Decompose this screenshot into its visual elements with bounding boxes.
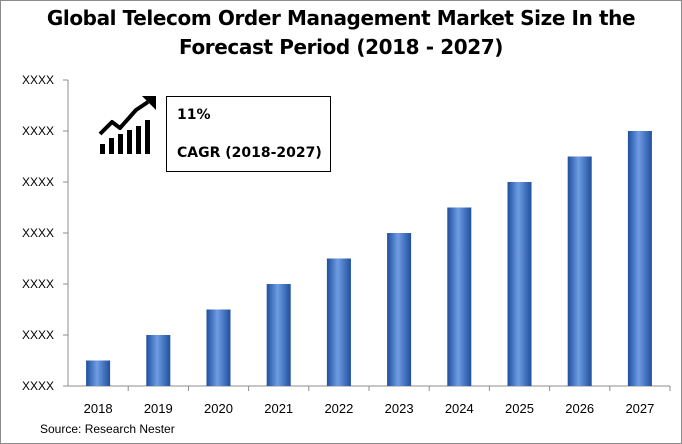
x-tick-label: 2027 — [625, 401, 654, 416]
cagr-label: CAGR (2018-2027) — [177, 145, 322, 161]
y-tick-label: XXXX — [22, 379, 54, 393]
x-tick-label: 2025 — [505, 401, 534, 416]
source-note: Source: Research Nester — [40, 422, 175, 436]
x-tick-label: 2021 — [264, 401, 293, 416]
bar-2020 — [206, 309, 231, 386]
x-tick-label: 2026 — [565, 401, 594, 416]
chart-title-line-1: Global Telecom Order Management Market S… — [46, 6, 636, 30]
growth-chart-icon — [98, 96, 156, 154]
x-tick-label: 2020 — [204, 401, 233, 416]
x-tick-label: 2023 — [385, 401, 414, 416]
cagr-callout: 11% CAGR (2018-2027) — [166, 96, 331, 172]
chart-title: Global Telecom Order Management Market S… — [0, 4, 682, 62]
y-tick-label: XXXX — [22, 226, 54, 240]
y-tick-label: XXXX — [22, 328, 54, 342]
x-tick-label: 2019 — [144, 401, 173, 416]
bar-2027 — [627, 131, 652, 386]
bar-2022 — [326, 258, 351, 386]
chart-title-line-2: Forecast Period (2018 - 2027) — [179, 35, 503, 59]
x-tick-label: 2022 — [324, 401, 353, 416]
x-tick-label: 2024 — [445, 401, 474, 416]
bar-2019 — [146, 335, 171, 386]
bar-2023 — [387, 233, 412, 386]
bar-2021 — [266, 284, 291, 386]
bar-2018 — [86, 360, 111, 386]
y-tick-label: XXXX — [22, 73, 54, 87]
bar-2025 — [507, 182, 532, 386]
x-tick-label: 2018 — [84, 401, 113, 416]
bar-2026 — [567, 156, 592, 386]
y-tick-label: XXXX — [22, 277, 54, 291]
cagr-value: 11% — [177, 107, 211, 123]
y-tick-label: XXXX — [22, 175, 54, 189]
y-tick-label: XXXX — [22, 124, 54, 138]
bar-2024 — [447, 207, 472, 386]
